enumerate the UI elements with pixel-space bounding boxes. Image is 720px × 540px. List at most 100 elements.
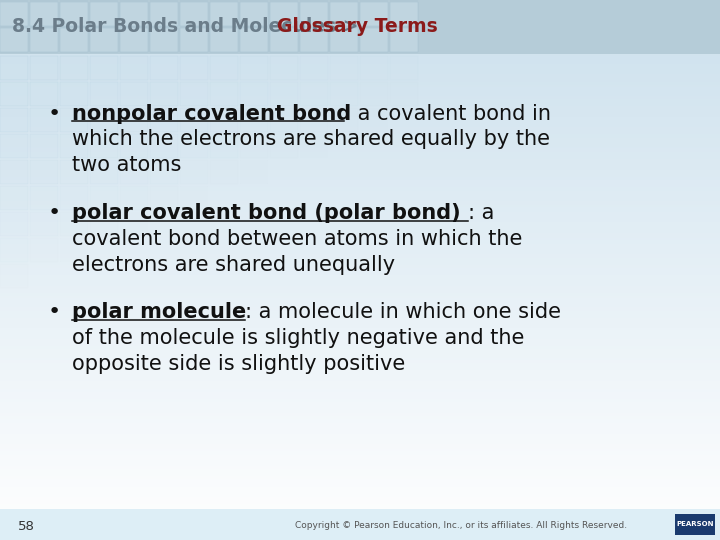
Bar	[60, 82, 88, 106]
Bar	[60, 134, 88, 158]
Bar	[120, 160, 148, 184]
Bar	[390, 2, 418, 26]
Bar	[150, 56, 178, 80]
Bar	[210, 2, 238, 26]
Bar	[60, 160, 88, 184]
Bar	[150, 134, 178, 158]
Bar	[60, 186, 88, 210]
Bar	[0, 212, 28, 236]
Bar	[390, 82, 418, 106]
Bar	[360, 28, 388, 52]
Bar	[330, 56, 358, 80]
Bar	[240, 56, 268, 80]
Bar	[60, 56, 88, 80]
Text: Copyright © Pearson Education, Inc., or its affiliates. All Rights Reserved.: Copyright © Pearson Education, Inc., or …	[295, 522, 627, 530]
Bar	[60, 108, 88, 132]
Bar	[0, 264, 28, 288]
Bar	[60, 28, 88, 52]
Text: which the electrons are shared equally by the: which the electrons are shared equally b…	[72, 130, 550, 150]
Bar	[0, 509, 720, 540]
Bar	[0, 82, 28, 106]
Text: •: •	[48, 104, 61, 124]
Bar	[150, 82, 178, 106]
Text: PEARSON: PEARSON	[676, 522, 714, 528]
Bar	[270, 134, 298, 158]
Bar	[270, 108, 298, 132]
Text: polar molecule: polar molecule	[72, 302, 246, 322]
Bar	[120, 212, 148, 236]
Bar	[210, 28, 238, 52]
Bar	[0, 0, 720, 54]
Bar	[240, 160, 268, 184]
Bar	[30, 186, 58, 210]
Bar	[120, 28, 148, 52]
Bar	[150, 160, 178, 184]
Bar	[330, 2, 358, 26]
Bar	[180, 186, 208, 210]
Text: nonpolar covalent bond: nonpolar covalent bond	[72, 104, 351, 124]
Bar	[240, 82, 268, 106]
Bar	[210, 82, 238, 106]
Text: : a covalent bond in: : a covalent bond in	[344, 104, 551, 124]
Bar	[180, 160, 208, 184]
Bar	[0, 186, 28, 210]
Bar	[30, 160, 58, 184]
Bar	[240, 108, 268, 132]
Bar	[0, 108, 28, 132]
Bar	[180, 28, 208, 52]
Bar	[90, 186, 118, 210]
Bar	[270, 28, 298, 52]
Bar	[240, 28, 268, 52]
Bar	[180, 56, 208, 80]
Text: : a molecule in which one side: : a molecule in which one side	[246, 302, 561, 322]
Bar	[300, 56, 328, 80]
Bar	[150, 2, 178, 26]
Bar	[390, 56, 418, 80]
Bar	[150, 28, 178, 52]
Bar	[30, 2, 58, 26]
Bar	[30, 108, 58, 132]
Bar	[360, 82, 388, 106]
Bar	[330, 82, 358, 106]
Bar	[120, 56, 148, 80]
Bar	[0, 160, 28, 184]
Bar	[360, 108, 388, 132]
Bar	[150, 108, 178, 132]
Bar	[210, 134, 238, 158]
Text: polar covalent bond (polar bond): polar covalent bond (polar bond)	[72, 203, 461, 223]
Bar	[390, 28, 418, 52]
Bar	[90, 108, 118, 132]
Bar	[300, 134, 328, 158]
Bar	[90, 28, 118, 52]
Text: electrons are shared unequally: electrons are shared unequally	[72, 255, 395, 275]
Bar	[120, 134, 148, 158]
Bar	[30, 238, 58, 262]
Bar	[270, 56, 298, 80]
Bar	[210, 56, 238, 80]
Bar	[0, 56, 28, 80]
Text: •: •	[48, 203, 61, 223]
Bar	[120, 82, 148, 106]
Text: 58: 58	[18, 519, 35, 532]
Bar	[180, 108, 208, 132]
Bar	[300, 2, 328, 26]
Bar	[0, 2, 28, 26]
Bar	[30, 56, 58, 80]
Bar	[0, 134, 28, 158]
Bar	[30, 28, 58, 52]
Bar	[210, 108, 238, 132]
Bar	[240, 134, 268, 158]
Bar	[90, 82, 118, 106]
Bar	[180, 82, 208, 106]
Bar	[270, 2, 298, 26]
Bar	[330, 28, 358, 52]
Bar	[675, 514, 715, 535]
Text: Glossary Terms: Glossary Terms	[277, 17, 438, 37]
Bar	[30, 134, 58, 158]
Bar	[30, 82, 58, 106]
Text: of the molecule is slightly negative and the: of the molecule is slightly negative and…	[72, 328, 524, 348]
Text: 8.4 Polar Bonds and Molecules >: 8.4 Polar Bonds and Molecules >	[12, 17, 372, 37]
Bar	[210, 160, 238, 184]
Bar	[300, 82, 328, 106]
Bar	[0, 238, 28, 262]
